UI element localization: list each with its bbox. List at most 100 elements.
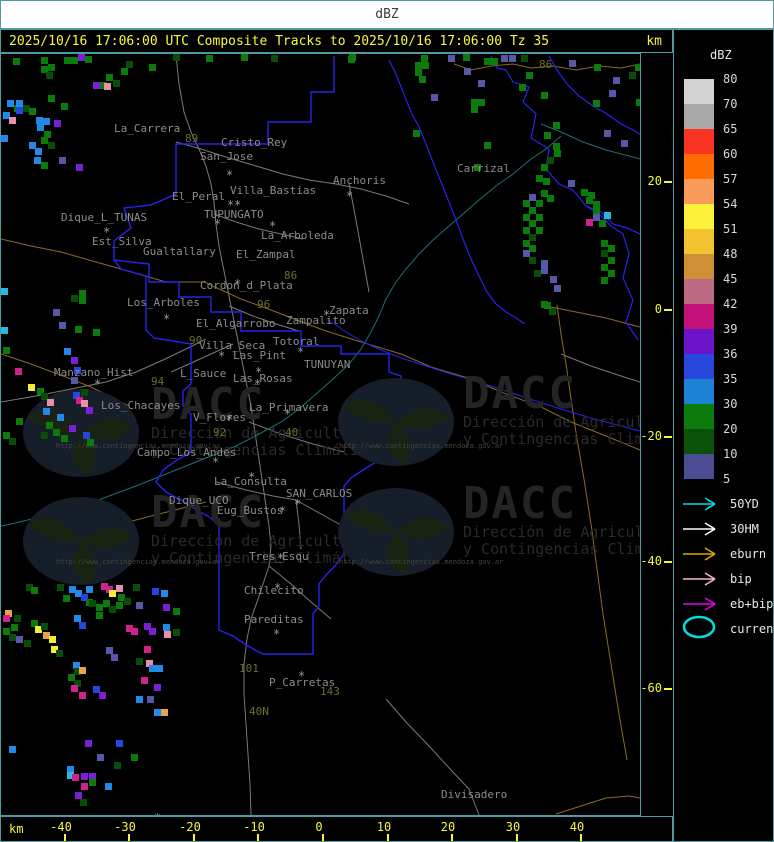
radar-echo-pixel — [523, 227, 530, 234]
route-number-label: 96 — [257, 298, 271, 311]
radar-echo-pixel — [89, 600, 96, 607]
dbz-scale-value-label: 39 — [723, 322, 738, 336]
radar-echo-pixel — [588, 192, 595, 199]
radar-echo-pixel — [599, 220, 606, 227]
legend-item-bip: bip — [682, 568, 772, 592]
town-marker: * — [248, 470, 256, 484]
town-label: Cristo_Rey — [221, 136, 288, 149]
radar-echo-pixel — [67, 766, 74, 773]
radar-echo-pixel — [413, 130, 420, 137]
radar-echo-pixel — [106, 647, 113, 654]
legend-arrow-icon — [683, 597, 716, 611]
dbz-scale-color-block — [684, 379, 714, 404]
dbz-scale-color-block — [684, 354, 714, 379]
y-axis-tick-label: -40 — [640, 554, 662, 568]
radar-echo-pixel — [96, 612, 103, 619]
radar-echo-pixel — [581, 189, 588, 196]
radar-echo-pixel — [1, 288, 8, 295]
radar-echo-pixel — [9, 438, 16, 445]
town-label: El_Zampal — [236, 248, 296, 261]
town-marker: * — [323, 308, 331, 322]
radar-echo-pixel — [608, 245, 615, 252]
radar-echo-pixel — [73, 392, 80, 399]
radar-echo-pixel — [593, 100, 600, 107]
radar-echo-pixel — [48, 64, 55, 71]
radar-echo-pixel — [601, 277, 608, 284]
town-label: La_Primavera — [249, 401, 329, 414]
radar-echo-pixel — [474, 164, 481, 171]
radar-echo-pixel — [569, 60, 576, 67]
town-marker: * — [234, 277, 242, 291]
radar-echo-pixel — [28, 384, 35, 391]
radar-echo-pixel — [421, 55, 428, 62]
town-marker: * — [218, 349, 226, 363]
radar-echo-pixel — [64, 348, 71, 355]
radar-echo-pixel — [523, 250, 530, 257]
timestamp-bar: 2025/10/16 17:06:00 UTC Composite Tracks… — [0, 29, 673, 53]
radar-map[interactable]: DACC Dirección de Agricultura y Contingenc… — [0, 53, 641, 816]
radar-echo-pixel — [1, 135, 8, 142]
radar-echo-pixel — [121, 68, 128, 75]
radar-echo-pixel — [448, 55, 455, 62]
x-axis-tick-mark — [516, 834, 518, 841]
radar-echo-pixel — [111, 654, 118, 661]
radar-echo-pixel — [46, 422, 53, 429]
radar-echo-pixel — [549, 308, 556, 315]
radar-echo-pixel — [529, 234, 536, 241]
radar-echo-pixel — [89, 773, 96, 780]
x-axis-tick-mark — [128, 834, 130, 841]
radar-echo-pixel — [9, 746, 16, 753]
radar-echo-pixel — [16, 418, 23, 425]
radar-echo-pixel — [541, 92, 548, 99]
town-label: SAN_CARLOS — [286, 487, 353, 500]
radar-echo-pixel — [41, 623, 48, 630]
radar-echo-pixel — [149, 628, 156, 635]
radar-echo-pixel — [7, 100, 14, 107]
dbz-scale-value-label: 60 — [723, 147, 738, 161]
radar-echo-pixel — [526, 72, 533, 79]
radar-echo-pixel — [141, 677, 148, 684]
radar-echo-pixel — [541, 260, 548, 267]
route-number-label: 86 — [539, 58, 553, 71]
radar-echo-pixel — [621, 140, 628, 147]
dbz-scale-color-block — [684, 104, 714, 129]
radar-echo-pixel — [41, 162, 48, 169]
radar-echo-pixel — [80, 799, 87, 806]
radar-echo-pixel — [73, 662, 80, 669]
radar-echo-pixel — [593, 214, 600, 221]
road-lines — [1, 55, 640, 815]
radar-echo-pixel — [601, 264, 608, 271]
town-label: Zampalito — [286, 314, 346, 327]
radar-echo-pixel — [547, 157, 554, 164]
dacc-subtitle-line2: y Contingencias Climáticas — [463, 430, 640, 448]
radar-echo-pixel — [79, 290, 86, 297]
dbz-scale-value-label: 48 — [723, 247, 738, 261]
town-marker: * — [346, 189, 354, 203]
radar-echo-pixel — [81, 594, 88, 601]
radar-echo-pixel — [593, 207, 600, 214]
radar-echo-pixel — [173, 629, 180, 636]
radar-echo-pixel — [608, 257, 615, 264]
radar-echo-pixel — [484, 58, 491, 65]
radar-echo-pixel — [544, 132, 551, 139]
dbz-scale-value-label: 36 — [723, 347, 738, 361]
radar-echo-pixel — [41, 66, 48, 73]
radar-echo-pixel — [613, 77, 620, 84]
route-number-label: 143 — [320, 685, 340, 698]
radar-echo-pixel — [74, 680, 81, 687]
radar-echo-pixel — [71, 295, 78, 302]
radar-echo-pixel — [71, 357, 78, 364]
radar-echo-pixel — [541, 190, 548, 197]
radar-echo-pixel — [536, 227, 543, 234]
radar-echo-pixel — [156, 665, 163, 672]
dbz-scale-value-label: 57 — [723, 172, 738, 186]
radar-echo-pixel — [44, 131, 51, 138]
radar-echo-pixel — [99, 692, 106, 699]
town-label: Pareditas — [244, 613, 304, 626]
radar-echo-pixel — [124, 598, 131, 605]
timestamp-text: 2025/10/16 17:06:00 UTC Composite Tracks… — [9, 33, 550, 49]
